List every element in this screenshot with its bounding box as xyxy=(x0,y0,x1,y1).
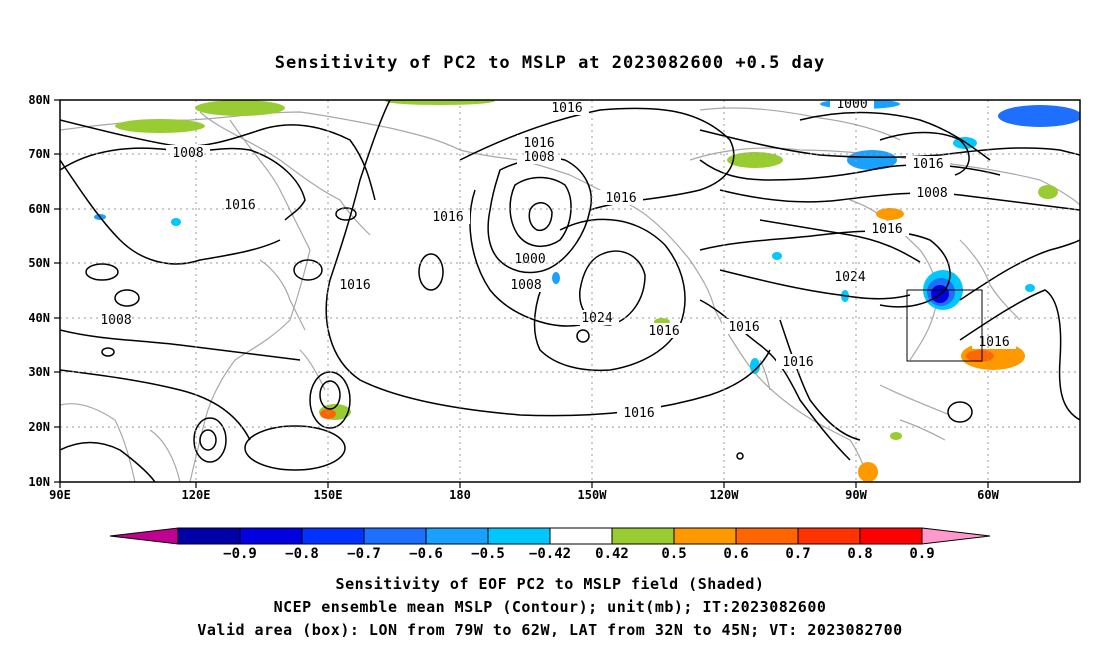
lon-labels: 90E 120E 150E 180 150W 120W 90W 60W xyxy=(49,488,999,502)
lat-lon-grid xyxy=(60,100,1080,482)
contour-label: 1008 xyxy=(100,313,131,328)
lat-label: 20N xyxy=(28,420,50,434)
colorbar-swatch xyxy=(177,527,241,545)
valid-area-box xyxy=(906,289,983,362)
colorbar-low-arrow xyxy=(109,527,179,545)
lon-label: 60W xyxy=(977,488,999,502)
lat-label: 50N xyxy=(28,256,50,270)
contour-label: 1016 xyxy=(871,222,902,237)
colorbar-label: −0.9 xyxy=(223,546,257,562)
lat-label: 10N xyxy=(28,475,50,489)
lon-label: 150E xyxy=(314,488,343,502)
lat-label: 40N xyxy=(28,311,50,325)
colorbar-label: 0.8 xyxy=(847,546,872,562)
sensitivity-shading xyxy=(94,100,1080,482)
contour-label: 1008 xyxy=(916,186,947,201)
lon-label: 150W xyxy=(578,488,608,502)
colorbar-label: 0.9 xyxy=(909,546,934,562)
contour-label: 1000 xyxy=(836,97,867,112)
axis-ticks xyxy=(54,99,989,488)
lat-label: 30N xyxy=(28,365,50,379)
contour-label: 1016 xyxy=(648,324,679,339)
map-panel: 1016 1008 1016 1016 1016 1008 1000 1008 … xyxy=(28,93,1081,502)
caption-line-3: Valid area (box): LON from 79W to 62W, L… xyxy=(197,621,902,639)
colorbar-label: −0.6 xyxy=(409,546,443,562)
contour-label: 1016 xyxy=(523,136,554,151)
lat-labels: 80N 70N 60N 50N 40N 30N 20N 10N xyxy=(28,93,50,489)
colorbar-label: −0.7 xyxy=(347,546,381,562)
colorbar-label: 0.42 xyxy=(595,546,629,562)
lat-label: 60N xyxy=(28,202,50,216)
caption-line-2: NCEP ensemble mean MSLP (Contour); unit(… xyxy=(274,598,827,616)
colorbar-swatch xyxy=(425,527,489,545)
contour-label: 1000 xyxy=(514,252,545,267)
colorbar-label: 0.6 xyxy=(723,546,748,562)
colorbar-label: −0.5 xyxy=(471,546,505,562)
mslp-contours xyxy=(60,100,1080,482)
colorbar-label: −0.42 xyxy=(529,546,571,562)
lon-label: 90E xyxy=(49,488,71,502)
colorbar-label: 0.5 xyxy=(661,546,686,562)
lat-label: 70N xyxy=(28,147,50,161)
lat-label: 80N xyxy=(28,93,50,107)
colorbar-swatch xyxy=(487,527,551,545)
contour-label: 1024 xyxy=(581,311,612,326)
colorbar-label: −0.8 xyxy=(285,546,319,562)
contour-labels: 1016 1008 1016 1016 1016 1008 1000 1008 … xyxy=(94,97,1016,421)
colorbar-swatch xyxy=(611,527,675,545)
caption-line-1: Sensitivity of EOF PC2 to MSLP field (Sh… xyxy=(336,575,765,593)
contour-label: 1008 xyxy=(523,150,554,165)
colorbar-high-arrow xyxy=(921,527,991,545)
colorbar-swatch xyxy=(735,527,799,545)
contour-label: 1016 xyxy=(782,355,813,370)
contour-label: 1016 xyxy=(728,320,759,335)
lon-label: 120E xyxy=(182,488,211,502)
colorbar-swatch xyxy=(859,527,923,545)
contour-label: 1016 xyxy=(224,198,255,213)
colorbar: −0.9 −0.8 −0.7 −0.6 −0.5 −0.42 0.42 0.5 0.6 0.7 0.… xyxy=(109,527,991,562)
colorbar-swatch xyxy=(239,527,303,545)
contour-label: 1016 xyxy=(978,335,1009,350)
contour-label: 1016 xyxy=(912,157,943,172)
contour-label: 1024 xyxy=(834,270,865,285)
colorbar-swatch xyxy=(549,527,613,545)
contour-label: 1016 xyxy=(605,191,636,206)
lon-label: 90W xyxy=(845,488,867,502)
colorbar-swatch xyxy=(673,527,737,545)
contour-label: 1016 xyxy=(623,406,654,421)
contour-label: 1016 xyxy=(551,101,582,116)
map-frame xyxy=(59,99,1081,483)
lon-label: 120W xyxy=(710,488,740,502)
lon-label: 180 xyxy=(449,488,471,502)
contour-label: 1016 xyxy=(432,210,463,225)
map-title: Sensitivity of PC2 to MSLP at 2023082600… xyxy=(275,53,826,73)
colorbar-swatch xyxy=(363,527,427,545)
colorbar-swatch xyxy=(301,527,365,545)
contour-label: 1008 xyxy=(510,278,541,293)
contour-label: 1016 xyxy=(339,278,370,293)
colorbar-label: 0.7 xyxy=(785,546,810,562)
colorbar-swatch xyxy=(797,527,861,545)
